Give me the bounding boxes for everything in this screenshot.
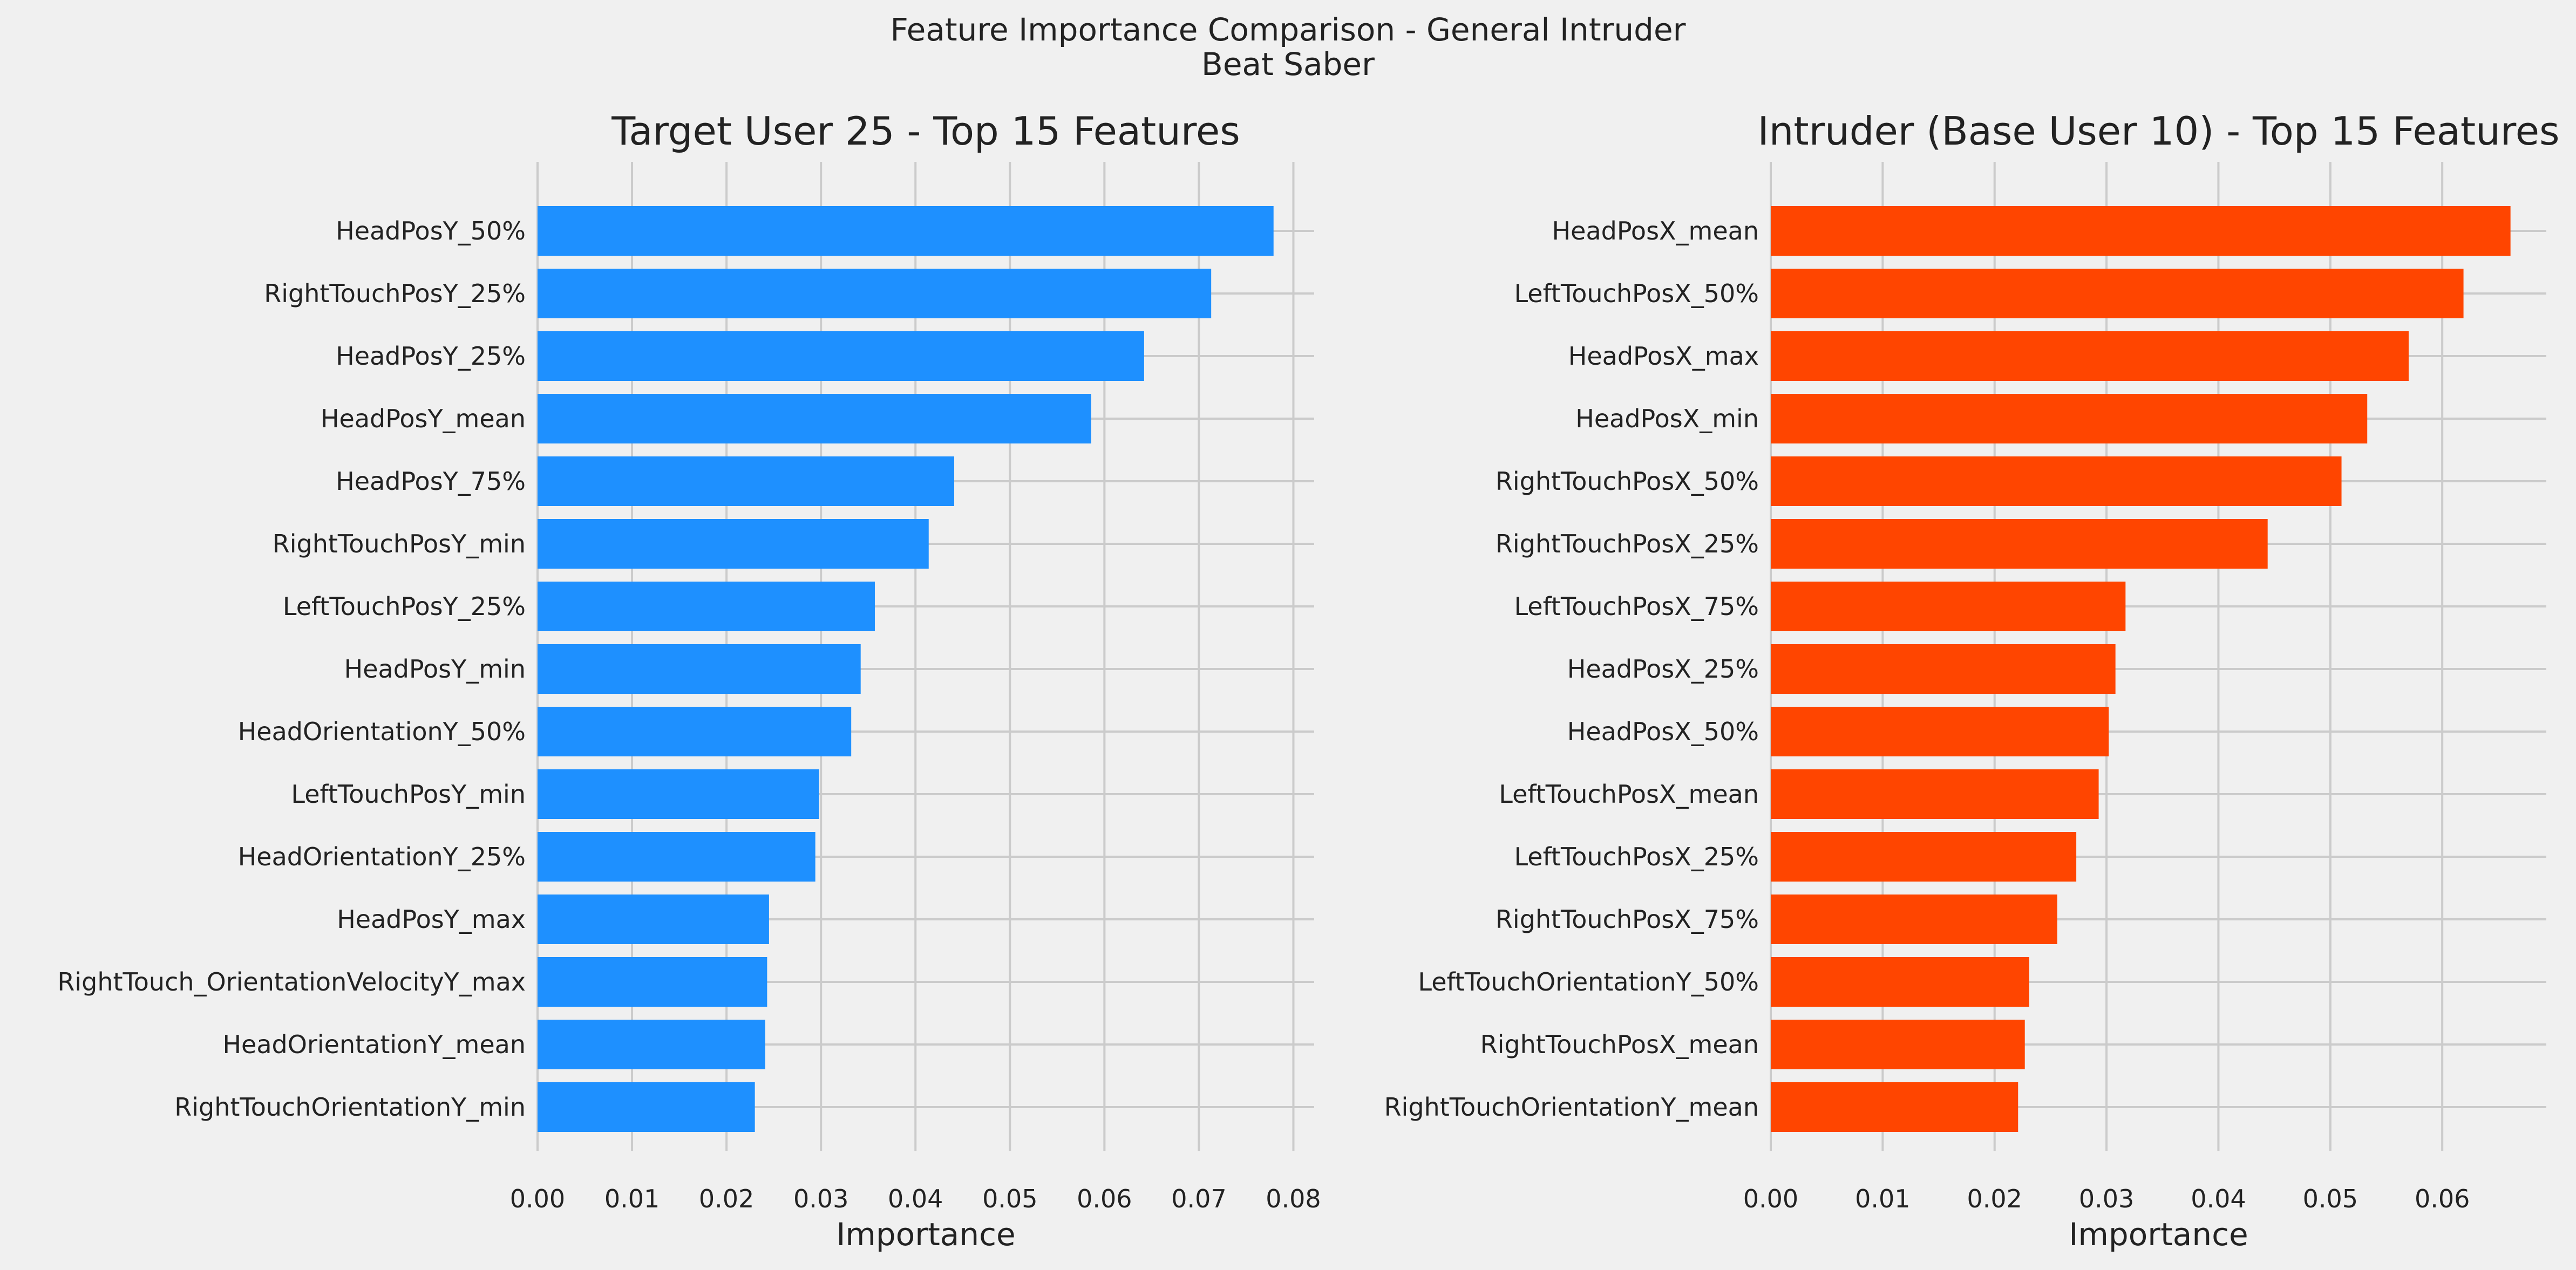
y-tick-label: HeadPosX_50% xyxy=(1567,717,1759,746)
bar xyxy=(1771,707,2109,756)
y-tick-label: HeadPosX_max xyxy=(1568,342,1759,371)
y-tick-label: LeftTouchPosY_min xyxy=(291,780,526,809)
bar xyxy=(538,769,819,819)
y-tick-label: RightTouchPosX_mean xyxy=(1480,1030,1759,1059)
y-tick-label: LeftTouchPosX_75% xyxy=(1514,592,1759,621)
y-tick-label: LeftTouchPosY_25% xyxy=(283,592,526,621)
bar xyxy=(538,644,861,694)
x-tick-label: 0.01 xyxy=(1855,1184,1910,1213)
bar xyxy=(538,1082,755,1132)
bar xyxy=(538,269,1212,318)
x-tick-label: 0.02 xyxy=(699,1184,754,1213)
bar xyxy=(1771,957,2029,1007)
y-tick-label: RightTouchOrientationY_min xyxy=(174,1093,526,1122)
chart-title: Target User 25 - Top 15 Features xyxy=(611,108,1240,154)
figure-title: Feature Importance Comparison - General … xyxy=(890,11,1686,48)
bar xyxy=(1771,519,2268,569)
x-tick-label: 0.04 xyxy=(888,1184,943,1213)
x-tick-label: 0.02 xyxy=(1967,1184,2022,1213)
intruder-chart: 0.00 0.01 0.02 0.03 0.04 0.05 0.06 HeadPosX_mea… xyxy=(1384,108,2560,1253)
bar xyxy=(1771,394,2368,443)
x-tick-label: 0.01 xyxy=(604,1184,660,1213)
y-tick-label: HeadOrientationY_50% xyxy=(238,717,526,746)
y-tick-label: RightTouchPosY_25% xyxy=(264,279,526,308)
x-tick-label: 0.05 xyxy=(982,1184,1037,1213)
y-tick-label: HeadPosY_75% xyxy=(336,467,526,496)
y-tick-label: LeftTouchOrientationY_50% xyxy=(1418,967,1759,996)
bar xyxy=(1771,1082,2018,1132)
y-tick-label: HeadPosY_25% xyxy=(336,342,526,371)
y-tick-label: RightTouch_OrientationVelocityY_max xyxy=(57,967,526,996)
x-tick-label: 0.04 xyxy=(2191,1184,2246,1213)
x-tick-label: 0.05 xyxy=(2303,1184,2358,1213)
y-tick-label: HeadOrientationY_mean xyxy=(222,1030,526,1059)
bar xyxy=(1771,331,2409,381)
bar xyxy=(538,1020,765,1069)
y-tick-label: RightTouchPosX_50% xyxy=(1496,467,1759,496)
x-tick-label: 0.07 xyxy=(1171,1184,1226,1213)
bar xyxy=(538,394,1091,443)
x-tick-label: 0.03 xyxy=(793,1184,848,1213)
bar xyxy=(1771,206,2511,256)
y-tick-label: HeadPosY_min xyxy=(344,654,526,684)
y-tick-label: HeadOrientationY_25% xyxy=(238,842,526,871)
x-tick-label: 0.00 xyxy=(510,1184,565,1213)
bar xyxy=(538,456,955,506)
y-tick-label: LeftTouchPosX_mean xyxy=(1499,780,1759,809)
bar xyxy=(538,707,852,756)
x-tick-label: 0.00 xyxy=(1743,1184,1798,1213)
bar xyxy=(1771,269,2464,318)
y-tick-label: RightTouchOrientationY_mean xyxy=(1384,1093,1759,1122)
bar xyxy=(1771,644,2116,694)
bar xyxy=(538,832,815,882)
y-tick-label: RightTouchPosX_25% xyxy=(1496,529,1759,558)
x-axis-label: Importance xyxy=(2069,1216,2248,1253)
bar xyxy=(1771,832,2077,882)
x-tick-label: 0.06 xyxy=(1077,1184,1132,1213)
y-tick-label: LeftTouchPosX_25% xyxy=(1514,842,1759,871)
bar xyxy=(1771,1020,2025,1069)
y-tick-label: HeadPosX_25% xyxy=(1567,654,1759,684)
bar xyxy=(1771,769,2099,819)
x-axis-label: Importance xyxy=(836,1216,1015,1253)
figure-subtitle: Beat Saber xyxy=(1201,46,1375,83)
bar xyxy=(1771,895,2057,944)
bar xyxy=(538,582,875,631)
bar xyxy=(538,519,929,569)
y-tick-label: HeadPosY_mean xyxy=(321,404,526,433)
bar xyxy=(538,895,769,944)
bar xyxy=(1771,582,2126,631)
bar xyxy=(538,331,1144,381)
target-user-chart: 0.00 0.01 0.02 0.03 0.04 0.05 0.06 0.07 0.08 Head… xyxy=(57,108,1321,1253)
y-tick-label: HeadPosY_max xyxy=(337,905,526,934)
y-tick-label: LeftTouchPosX_50% xyxy=(1514,279,1759,308)
x-tick-label: 0.08 xyxy=(1266,1184,1321,1213)
y-tick-label: RightTouchPosX_75% xyxy=(1496,905,1759,934)
bar xyxy=(538,957,767,1007)
bar xyxy=(1771,456,2342,506)
x-tick-label: 0.03 xyxy=(2079,1184,2134,1213)
x-tick-label: 0.06 xyxy=(2415,1184,2470,1213)
bar xyxy=(538,206,1274,256)
y-tick-label: HeadPosX_min xyxy=(1575,404,1759,433)
y-tick-label: RightTouchPosY_min xyxy=(273,529,526,558)
chart-title: Intruder (Base User 10) - Top 15 Feature… xyxy=(1757,108,2559,154)
y-tick-label: HeadPosX_mean xyxy=(1552,216,1759,245)
y-tick-label: HeadPosY_50% xyxy=(336,216,526,245)
